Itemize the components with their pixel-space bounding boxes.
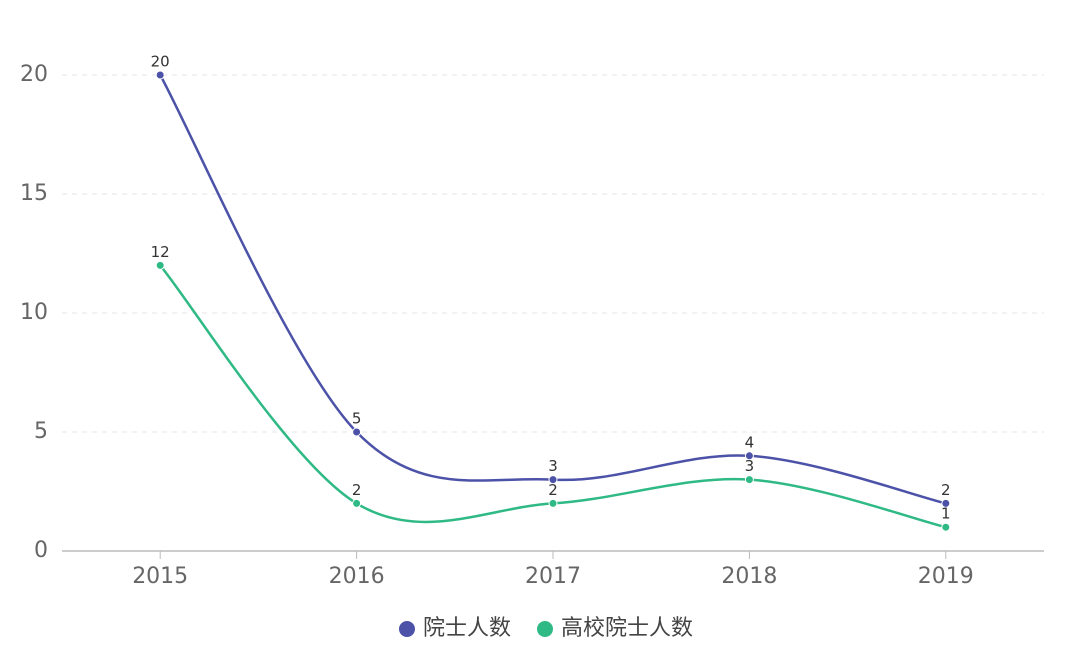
legend-marker [398, 621, 415, 637]
point [352, 427, 362, 437]
point [548, 498, 558, 508]
y-tick-label: 5 [34, 419, 48, 444]
y-tick-label: 0 [34, 538, 48, 563]
x-tick-label: 2016 [329, 564, 385, 589]
point [744, 475, 754, 485]
data-label: 12 [151, 243, 170, 261]
legend-label: 院士人数 [423, 616, 511, 641]
x-tick-label: 2015 [132, 564, 188, 589]
x-tick-label: 2019 [918, 564, 974, 589]
point [744, 451, 754, 461]
point [155, 70, 165, 80]
data-label: 3 [548, 457, 558, 475]
data-label: 1 [941, 505, 951, 523]
data-label: 4 [745, 433, 755, 451]
data-label: 5 [352, 410, 362, 428]
data-label: 20 [151, 53, 170, 71]
point [352, 498, 362, 508]
line [159, 74, 947, 505]
point [548, 475, 558, 485]
data-label: 2 [548, 481, 558, 499]
x-tick-label: 2017 [525, 564, 581, 589]
legend: 院士人数 高校院士人数 [398, 616, 693, 641]
legend-marker [537, 621, 553, 637]
point [941, 498, 951, 508]
x-tick-label: 2018 [721, 564, 777, 589]
line [159, 264, 947, 529]
y-tick-label: 15 [20, 181, 48, 206]
y-tick-label: 20 [20, 62, 48, 87]
point [941, 522, 951, 532]
y-tick-label: 10 [20, 300, 48, 325]
data-label: 2 [941, 481, 951, 499]
data-label: 2 [352, 481, 362, 499]
legend-label: 高校院士人数 [561, 616, 693, 641]
point [155, 260, 165, 270]
data-label: 3 [745, 457, 755, 475]
